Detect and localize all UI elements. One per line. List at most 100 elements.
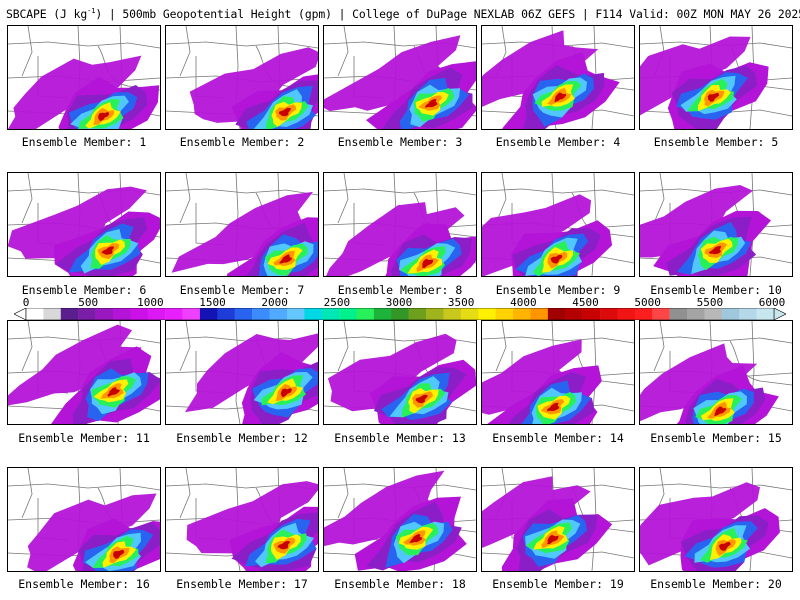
colorbar-swatch	[478, 308, 496, 320]
colorbar-tick-label: 6000	[758, 296, 786, 309]
cape-field	[640, 185, 771, 276]
ensemble-panel-16	[7, 467, 161, 572]
colorbar-swatch	[286, 308, 305, 320]
colorbar-tick-label: 500	[78, 296, 99, 309]
colorbar-swatch	[408, 308, 427, 320]
cape-field	[324, 35, 476, 129]
ensemble-member-label: Ensemble Member: 16	[18, 577, 150, 591]
cape-field	[8, 55, 160, 129]
cape-map-12	[166, 321, 318, 424]
colorbar-swatch	[95, 308, 114, 320]
ensemble-panel-9	[481, 172, 635, 277]
cape-field	[186, 481, 318, 571]
ensemble-member-label: Ensemble Member: 7	[179, 283, 305, 297]
ensemble-panel-17	[165, 467, 319, 572]
ensemble-member-label: Ensemble Member: 1	[21, 135, 147, 149]
colorbar-swatch	[739, 308, 757, 320]
colorbar-tick-label: 0	[22, 296, 30, 309]
ensemble-panel-19	[481, 467, 635, 572]
cape-map-20	[640, 468, 792, 571]
colorbar-swatch	[26, 308, 44, 320]
ensemble-panel-10	[639, 172, 793, 277]
colorbar-tick-label: 1000	[137, 296, 164, 309]
sbcape-colorbar	[14, 308, 786, 320]
colorbar-swatch	[165, 308, 183, 320]
ensemble-member-label: Ensemble Member: 2	[179, 135, 305, 149]
colorbar-swatch	[78, 308, 96, 320]
colorbar-tick-label: 3500	[447, 296, 475, 309]
colorbar-swatch	[443, 308, 462, 320]
cape-field	[326, 202, 476, 276]
colorbar-tick-label: 1500	[199, 296, 226, 309]
colorbar-swatch	[199, 308, 218, 320]
colorbar-tick-label: 5500	[696, 296, 724, 309]
colorbar-tick-label: 4000	[510, 296, 537, 309]
colorbar-swatch	[373, 308, 392, 320]
cape-field	[171, 191, 318, 276]
cape-map-5	[640, 26, 792, 129]
colorbar-swatch	[217, 308, 235, 320]
cape-map-7	[166, 173, 318, 276]
colorbar-swatch	[269, 308, 288, 320]
cape-map-4	[482, 26, 634, 129]
cape-field	[327, 333, 476, 424]
page-title: SBCAPE (J kg-1) | 500mb Geopotential Hei…	[6, 7, 800, 21]
ensemble-member-label: Ensemble Member: 13	[334, 431, 466, 445]
colorbar-swatch	[391, 308, 409, 320]
cape-field	[27, 493, 160, 571]
colorbar-tick-label: 4500	[572, 296, 599, 309]
cape-map-1	[8, 26, 160, 129]
colorbar-swatch	[687, 308, 705, 320]
ensemble-panel-1	[7, 25, 161, 130]
colorbar-swatch	[565, 308, 583, 320]
cape-field	[640, 36, 769, 129]
ensemble-panel-2	[165, 25, 319, 130]
colorbar-swatch	[426, 308, 444, 320]
colorbar-swatch	[721, 308, 740, 320]
colorbar-swatch	[513, 308, 531, 320]
cape-field	[482, 30, 620, 129]
colorbar-tick-label: 3000	[385, 296, 413, 309]
ensemble-panel-20	[639, 467, 793, 572]
ensemble-panel-8	[323, 172, 477, 277]
colorbar-tick-label: 2500	[323, 296, 351, 309]
cape-field	[189, 47, 318, 129]
ensemble-panel-13	[323, 320, 477, 425]
ensemble-member-label: Ensemble Member: 5	[653, 135, 779, 149]
colorbar-swatch	[460, 308, 479, 320]
cape-map-15	[640, 321, 792, 424]
cape-map-19	[482, 468, 634, 571]
colorbar-swatch	[112, 308, 131, 320]
ensemble-member-label: Ensemble Member: 20	[650, 577, 782, 591]
cape-field	[640, 482, 780, 571]
ensemble-panel-3	[323, 25, 477, 130]
colorbar-swatch	[495, 308, 514, 320]
ensemble-member-label: Ensemble Member: 17	[176, 577, 308, 591]
colorbar-swatch	[182, 308, 201, 320]
cape-map-17	[166, 468, 318, 571]
ensemble-member-label: Ensemble Member: 15	[650, 431, 782, 445]
cape-map-2	[166, 26, 318, 129]
cape-field	[482, 476, 613, 571]
cape-field	[8, 186, 160, 276]
colorbar-swatch	[547, 308, 566, 320]
ensemble-member-label: Ensemble Member: 3	[337, 135, 463, 149]
cape-field	[8, 324, 160, 424]
colorbar-tick-label: 5000	[634, 296, 661, 309]
colorbar-swatch	[252, 308, 270, 320]
ensemble-panel-7	[165, 172, 319, 277]
colorbar-swatch	[339, 308, 357, 320]
colorbar-swatch	[634, 308, 653, 320]
cape-map-13	[324, 321, 476, 424]
cape-field	[482, 339, 602, 424]
colorbar-swatch	[582, 308, 601, 320]
cape-map-6	[8, 173, 160, 276]
ensemble-panel-11	[7, 320, 161, 425]
ensemble-member-label: Ensemble Member: 6	[21, 283, 147, 297]
colorbar-swatch	[652, 308, 670, 320]
cape-map-10	[640, 173, 792, 276]
cape-map-11	[8, 321, 160, 424]
colorbar-swatch	[704, 308, 723, 320]
ensemble-member-label: Ensemble Member: 19	[492, 577, 624, 591]
ensemble-member-label: Ensemble Member: 12	[176, 431, 308, 445]
